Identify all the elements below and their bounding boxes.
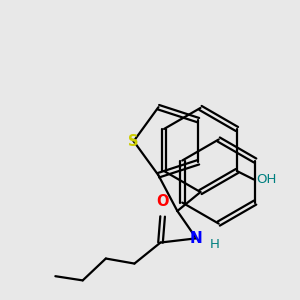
Text: S: S — [128, 134, 139, 149]
Text: H: H — [210, 238, 220, 251]
Text: O: O — [156, 194, 169, 209]
Text: OH: OH — [256, 173, 276, 186]
Text: N: N — [190, 231, 203, 246]
